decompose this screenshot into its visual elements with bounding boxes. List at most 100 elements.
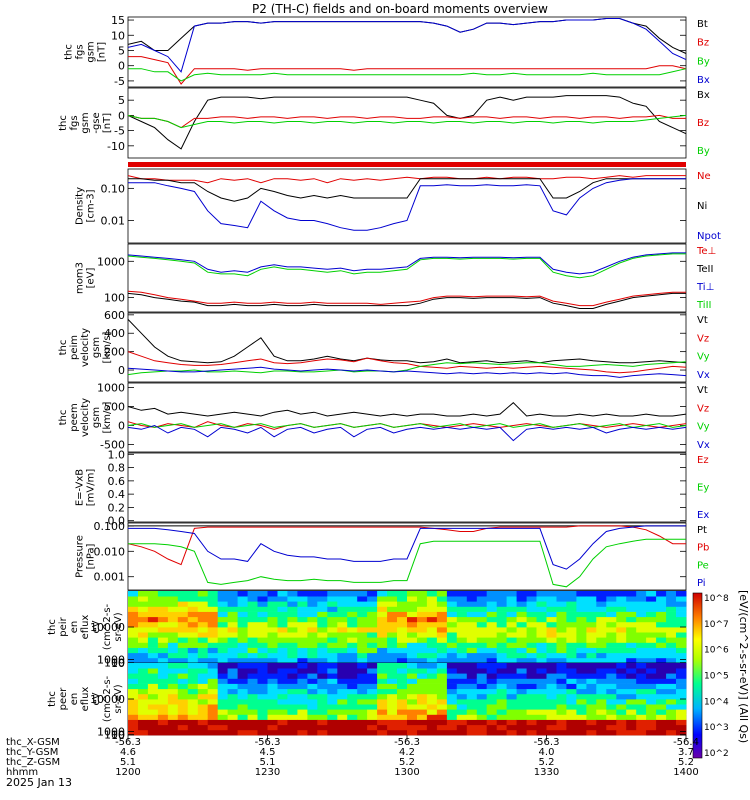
- spectrogram-cell: [606, 693, 617, 700]
- spectrogram-cell: [407, 621, 418, 628]
- spectrogram-cell: [466, 596, 478, 602]
- spectrogram-cell: [217, 688, 229, 695]
- spectrogram-cell: [616, 729, 627, 736]
- spectrogram-cell: [227, 621, 238, 628]
- spectrogram-cell: [227, 729, 238, 736]
- spectrogram-cell: [227, 704, 238, 710]
- colorbar-gradient: [692, 592, 703, 759]
- spectrogram-cell: [616, 591, 627, 597]
- spectrogram-cell: [217, 729, 229, 736]
- spectrogram-cell: [307, 688, 318, 695]
- spectrogram-cell: [387, 596, 398, 602]
- spectrogram-cell: [138, 611, 149, 618]
- spectrogram-cell: [267, 601, 278, 607]
- spectrogram-cell: [267, 729, 278, 736]
- spectrogram-cell: [546, 668, 557, 674]
- spectrogram-cell: [666, 627, 677, 633]
- series-line-vt: [127, 402, 687, 417]
- spectrogram-cell: [646, 714, 657, 720]
- spectrogram-cell: [317, 683, 328, 690]
- spectrogram-cell: [297, 657, 308, 664]
- spectrogram-cell: [556, 663, 567, 669]
- spectrogram-cell: [247, 596, 258, 602]
- spectrogram-cell: [496, 657, 508, 664]
- y-tick-label: 1000: [97, 653, 125, 666]
- y-tick-label: 1.0: [108, 448, 126, 461]
- spectrogram-cell: [267, 724, 278, 731]
- spectrogram-cell: [397, 663, 408, 669]
- spectrogram-cell: [347, 637, 358, 643]
- spectrogram-cell: [377, 611, 388, 618]
- spectrogram-cell: [128, 683, 139, 690]
- spectrogram-cell: [367, 668, 378, 674]
- spectrogram-cell: [187, 652, 199, 659]
- spectrogram-cell: [417, 632, 428, 638]
- spectrogram-cell: [407, 632, 418, 638]
- spectrogram-cell: [197, 724, 209, 731]
- spectrogram-cell: [327, 632, 338, 638]
- spectrogram-cell: [307, 673, 318, 679]
- spectrogram-cell: [287, 693, 298, 700]
- spectrogram-cell: [466, 724, 478, 731]
- spectrogram-cell: [357, 678, 368, 684]
- spectrogram-cell: [167, 611, 179, 618]
- spectrogram-cell: [217, 606, 229, 612]
- spectrogram-cell: [257, 683, 268, 690]
- spectrogram-cell: [626, 714, 637, 720]
- spectrogram-cell: [646, 621, 657, 628]
- spectrogram-cell: [496, 693, 508, 700]
- spectrogram-cell: [586, 688, 597, 695]
- spectrogram-cell: [536, 601, 547, 607]
- spectrogram-cell: [656, 663, 667, 669]
- spectrogram-cell: [666, 657, 677, 664]
- spectrogram-cell: [207, 699, 219, 705]
- spectrogram-cell: [367, 704, 378, 710]
- spectrogram-cell: [516, 668, 527, 674]
- spectrogram-cell: [227, 637, 238, 643]
- spectrogram-cells: [128, 591, 687, 664]
- spectrogram-cell: [596, 719, 607, 726]
- spectrogram-cell: [207, 611, 219, 618]
- spectrogram-cell: [307, 591, 318, 597]
- spectrogram-cell: [456, 601, 468, 607]
- spectrogram-cell: [417, 642, 428, 648]
- spectrogram-cell: [626, 704, 637, 710]
- spectrogram-cell: [307, 632, 318, 638]
- spectrogram-cell: [357, 699, 368, 705]
- spectrogram-cell: [556, 719, 567, 726]
- spectrogram-cell: [357, 668, 368, 674]
- spectrogram-cell: [646, 688, 657, 695]
- spectrogram-cell: [317, 596, 328, 602]
- spectrogram-cell: [397, 668, 408, 674]
- spectrogram-cell: [426, 693, 438, 700]
- spectrogram-cell: [506, 627, 517, 633]
- spectrogram-cell: [536, 668, 547, 674]
- spectrogram-cell: [297, 627, 308, 633]
- spectrogram-cell: [496, 663, 508, 669]
- spectrogram-cell: [377, 632, 388, 638]
- spectrogram-cell: [157, 596, 169, 602]
- spectrogram-cell: [167, 693, 179, 700]
- spectrogram-cell: [157, 632, 169, 638]
- spectrogram-cell: [666, 724, 677, 731]
- spectrogram-cell: [446, 683, 458, 690]
- legend-entry: Ne: [697, 171, 711, 182]
- spectrogram-cell: [327, 704, 338, 710]
- spectrogram-cell: [307, 663, 318, 669]
- spectrogram-cell: [157, 693, 169, 700]
- spectrogram-cell: [636, 647, 647, 654]
- spectrogram-cell: [456, 611, 468, 618]
- spectrogram-cell: [197, 678, 209, 684]
- spectrogram-cell: [207, 729, 219, 736]
- spectrogram-cell: [606, 606, 617, 612]
- spectrogram-cell: [138, 591, 149, 597]
- panel-frame: [127, 168, 687, 244]
- spectrogram-cell: [586, 647, 597, 654]
- spectrogram-cell: [436, 657, 448, 664]
- spectrogram-cell: [247, 616, 258, 623]
- spectrogram-cell: [576, 601, 587, 607]
- spectrogram-cell: [516, 678, 527, 684]
- spectrogram-cell: [516, 673, 527, 679]
- legend-entry: Ez: [697, 455, 709, 466]
